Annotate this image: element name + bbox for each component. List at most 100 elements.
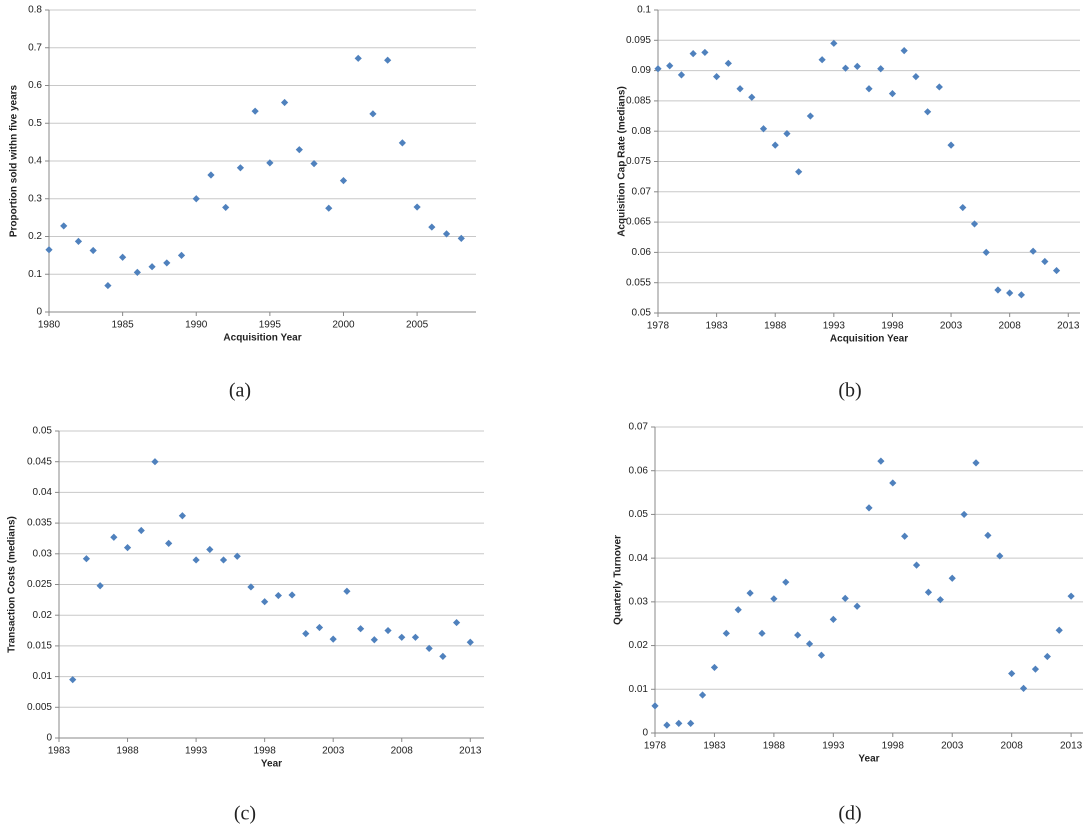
x-tick-label: 1993: [823, 321, 846, 332]
point: [288, 591, 296, 599]
point: [411, 633, 420, 641]
point: [329, 635, 337, 643]
point: [133, 268, 141, 276]
point: [1055, 626, 1063, 634]
x-tick-label: 2013: [1057, 321, 1080, 332]
x-axis-title: Year: [858, 754, 879, 765]
x-axis-title: Year: [261, 759, 282, 770]
point: [901, 532, 909, 540]
x-tick-label: 2000: [332, 320, 355, 331]
y-tick-label: 0.015: [27, 641, 52, 652]
point: [413, 203, 421, 211]
y-tick-label: 0.3: [28, 193, 42, 204]
point: [357, 625, 365, 633]
point: [89, 246, 97, 255]
x-tick-label: 1983: [705, 321, 728, 332]
point: [829, 615, 837, 623]
y-tick-label: 0.7: [28, 42, 42, 53]
point: [724, 59, 732, 67]
y-tick-label: 0.07: [629, 422, 649, 433]
point: [771, 141, 779, 149]
point: [710, 663, 719, 672]
point: [889, 479, 897, 487]
point: [384, 626, 392, 635]
y-tick-label: 0.1: [637, 5, 651, 16]
point: [1031, 665, 1040, 673]
y-axis-title: Acquisition Cap Rate (medians): [617, 86, 628, 237]
y-tick-label: 0.095: [626, 35, 651, 46]
x-tick-label: 1993: [822, 741, 845, 752]
point: [457, 234, 465, 242]
point: [148, 263, 156, 271]
point: [251, 107, 259, 115]
x-tick-label: 1988: [763, 741, 786, 752]
y-tick-label: 0.5: [28, 118, 42, 129]
x-tick-label: 1985: [111, 320, 134, 331]
point: [1008, 669, 1016, 678]
point: [178, 512, 186, 520]
point: [865, 504, 873, 512]
point: [163, 259, 171, 267]
y-tick-label: 0.035: [27, 518, 52, 529]
point: [428, 223, 436, 231]
point: [384, 56, 392, 64]
y-axis-title: Transaction Costs (medians): [7, 516, 18, 653]
point: [1052, 266, 1061, 275]
x-tick-label: 2005: [406, 320, 429, 331]
point: [947, 141, 955, 149]
point: [295, 146, 303, 154]
point: [830, 39, 838, 47]
point: [713, 73, 721, 81]
y-tick-label: 0.04: [33, 487, 53, 498]
y-tick-label: 0.01: [629, 684, 649, 695]
point: [302, 630, 310, 638]
point: [994, 286, 1002, 294]
point: [746, 589, 754, 597]
point: [261, 598, 269, 606]
x-tick-label: 2003: [322, 746, 345, 757]
point: [1019, 684, 1028, 693]
point: [982, 248, 990, 256]
y-tick-label: 0.4: [28, 156, 42, 167]
point: [354, 54, 362, 62]
point: [442, 230, 451, 238]
point: [736, 85, 744, 93]
y-tick-label: 0.06: [632, 247, 652, 258]
point: [74, 237, 83, 246]
y-tick-label: 0.07: [632, 186, 652, 197]
point: [207, 171, 215, 179]
x-tick-label: 1993: [185, 746, 208, 757]
y-tick-label: 0.05: [632, 308, 652, 319]
point: [970, 220, 979, 228]
y-tick-label: 0.06: [629, 465, 649, 476]
point: [1017, 291, 1025, 299]
point: [466, 638, 474, 646]
point: [972, 459, 980, 467]
point: [734, 606, 742, 614]
point: [675, 719, 683, 727]
point: [817, 651, 826, 659]
point: [266, 159, 274, 167]
point: [924, 108, 932, 116]
point: [1006, 289, 1014, 297]
point: [69, 676, 77, 684]
y-tick-label: 0.085: [626, 96, 651, 107]
x-tick-label: 1998: [882, 741, 905, 752]
x-tick-label: 1983: [48, 746, 71, 757]
y-tick-label: 0: [642, 728, 648, 739]
x-tick-label: 2008: [391, 746, 414, 757]
point: [343, 587, 351, 595]
point: [310, 160, 318, 168]
point: [151, 458, 159, 466]
point: [425, 644, 433, 652]
point: [398, 633, 406, 641]
x-tick-label: 1988: [764, 321, 787, 332]
point: [96, 582, 104, 590]
point: [853, 62, 861, 70]
y-tick-label: 0.055: [626, 277, 651, 288]
y-tick-label: 0: [46, 733, 52, 744]
point: [689, 50, 697, 58]
y-tick-label: 0.09: [632, 65, 652, 76]
y-tick-label: 0.03: [33, 548, 53, 559]
